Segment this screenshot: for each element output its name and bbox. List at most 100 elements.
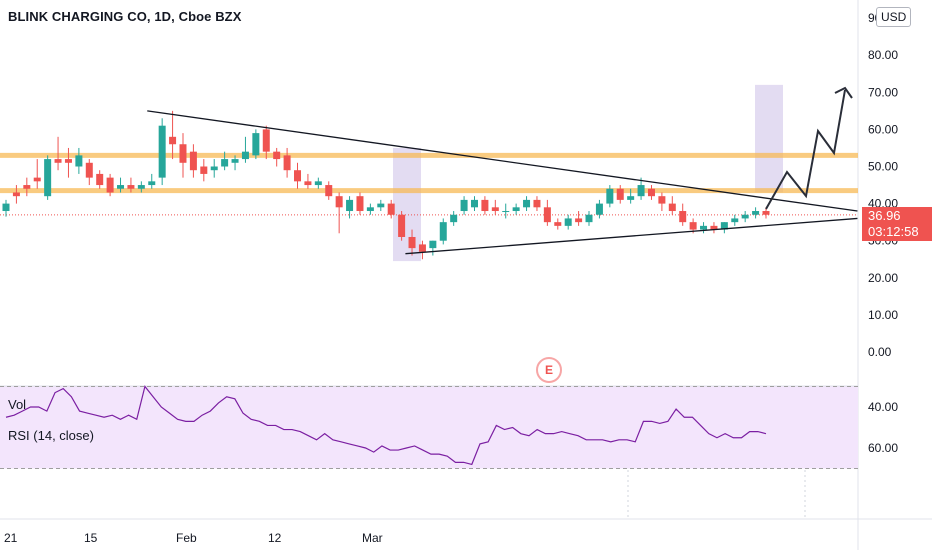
candle — [720, 222, 728, 234]
resistance-band — [0, 152, 858, 158]
candle-body — [616, 188, 624, 200]
candle-body — [304, 181, 312, 186]
time-axis-label: 21 — [4, 531, 18, 545]
candle — [523, 196, 531, 212]
candle-body — [127, 185, 135, 189]
chart-title: BLINK CHARGING CO, 1D, Cboe BZX — [8, 9, 242, 24]
last-price-tag: 36.96 03:12:58 — [862, 207, 932, 241]
candle — [512, 203, 520, 215]
rsi-axis-label: 40.00 — [868, 400, 898, 414]
candle — [491, 199, 499, 215]
candle-body — [752, 211, 760, 215]
highlight-box — [393, 147, 421, 262]
candle — [398, 211, 406, 241]
candle-body — [273, 151, 281, 160]
candle — [679, 203, 687, 226]
price-axis-label: 50.00 — [868, 160, 898, 174]
candle-body — [169, 136, 177, 145]
candle-body — [44, 159, 52, 197]
price-axis-label: 70.00 — [868, 85, 898, 99]
candle-body — [189, 151, 197, 171]
candle-body — [575, 218, 583, 223]
candle-body — [96, 173, 104, 186]
candle — [85, 159, 93, 186]
candle — [616, 185, 624, 204]
candle — [627, 188, 635, 204]
candle-body — [23, 185, 31, 189]
candle-body — [564, 218, 572, 226]
candle-body — [117, 185, 125, 189]
candle — [252, 129, 260, 160]
candle-body — [2, 203, 10, 212]
candle — [33, 159, 41, 189]
candle-body — [585, 214, 593, 223]
rsi-axis-label: 60.00 — [868, 441, 898, 455]
candle — [325, 181, 333, 200]
time-axis-label: 12 — [268, 531, 282, 545]
rsi-band — [0, 386, 858, 469]
candle-body — [398, 214, 406, 237]
candle-body — [294, 170, 302, 182]
bar-countdown: 03:12:58 — [868, 224, 919, 239]
candle — [387, 199, 395, 219]
candle-body — [543, 207, 551, 223]
candle — [752, 207, 760, 219]
candle — [262, 125, 270, 160]
candle — [12, 185, 20, 204]
candle-body — [491, 207, 499, 212]
candle-body — [241, 151, 249, 160]
candle-body — [512, 207, 520, 212]
volume-pane-label: Vol — [8, 397, 27, 412]
candle — [564, 214, 572, 230]
price-axis-label: 0.00 — [868, 345, 892, 359]
candle-body — [554, 222, 562, 226]
candle — [741, 211, 749, 223]
candle — [502, 203, 510, 219]
candle-body — [137, 185, 145, 189]
candle — [273, 147, 281, 167]
candle-body — [33, 177, 41, 182]
currency-button[interactable]: USD — [876, 7, 912, 27]
candle-body — [262, 129, 270, 152]
candle-body — [106, 177, 114, 193]
candle-body — [741, 214, 749, 219]
price-axis-label: 60.00 — [868, 122, 898, 136]
price-axis-label: 80.00 — [868, 48, 898, 62]
candle — [335, 192, 343, 234]
candle — [658, 192, 666, 212]
candle — [408, 229, 416, 256]
candle-body — [377, 203, 385, 208]
candle — [762, 207, 770, 219]
candle — [346, 196, 354, 219]
candle-body — [356, 196, 364, 212]
candle — [23, 177, 31, 197]
rsi-pane-label: RSI (14, close) — [8, 428, 94, 443]
candle-body — [481, 199, 489, 212]
candle — [75, 147, 83, 174]
candle — [304, 173, 312, 189]
candle-body — [387, 203, 395, 215]
candle — [575, 211, 583, 226]
candle — [127, 177, 135, 193]
candle-body — [658, 196, 666, 204]
earnings-marker-icon[interactable]: E — [536, 357, 562, 383]
candle-body — [762, 211, 770, 215]
candle — [64, 147, 72, 178]
candle — [585, 211, 593, 226]
candle-body — [606, 188, 614, 204]
candle — [148, 173, 156, 189]
candle-body — [325, 185, 333, 197]
candle-body — [720, 222, 728, 230]
last-price-value: 36.96 — [868, 208, 901, 223]
candle-body — [54, 159, 62, 163]
candle — [450, 211, 458, 226]
trendline — [147, 110, 858, 212]
candle-body — [460, 199, 468, 212]
candle — [439, 218, 447, 245]
candle-body — [647, 188, 655, 197]
candle — [314, 177, 322, 189]
candle-body — [252, 133, 260, 156]
candle-body — [75, 155, 83, 167]
price-axis-label: 20.00 — [868, 271, 898, 285]
